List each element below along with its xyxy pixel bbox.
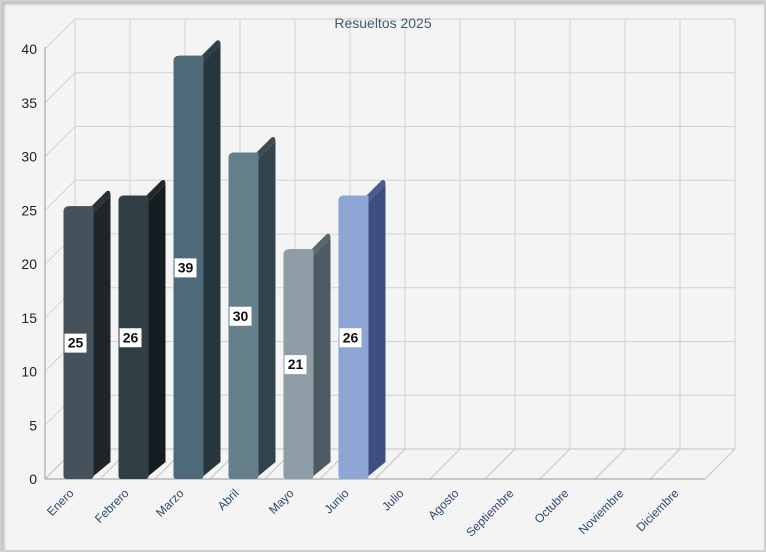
bar-side (313, 238, 331, 476)
x-tick-label: Diciembre (634, 486, 682, 534)
y-tick-label: 40 (21, 41, 37, 57)
bar-value-box (64, 333, 87, 353)
bar-value-box (284, 355, 307, 375)
gridline-y-side (44, 18, 76, 50)
bar-value-label: 26 (123, 329, 139, 345)
x-tick-label: Julio (379, 486, 407, 514)
gridline-y-side (44, 179, 76, 211)
y-tick-label: 5 (29, 417, 37, 433)
gridline-y-side (44, 126, 76, 157)
gridline-y-side (44, 72, 76, 104)
bar-value-box (119, 328, 142, 348)
bar-value-label: 39 (178, 259, 194, 275)
bar-layer (63, 40, 386, 479)
x-tick-label: Abril (215, 486, 242, 513)
y-tick-label: 25 (21, 202, 37, 218)
x-tick-label: Enero (44, 486, 77, 519)
floor-line (704, 448, 736, 480)
bar-side (148, 184, 166, 476)
bar-value-label: 25 (68, 335, 84, 351)
x-tick-label: Marzo (153, 486, 187, 520)
y-tick-label: 0 (29, 471, 37, 487)
bar-value-label: 26 (343, 329, 359, 345)
x-tick-label: Mayo (266, 486, 297, 517)
floor-line (649, 448, 681, 480)
x-tick-label: Octubre (532, 486, 572, 526)
x-tick-label: Agosto (425, 486, 462, 523)
bar-value-box (339, 328, 362, 348)
bar-value-box (174, 258, 197, 278)
bar-side (258, 141, 276, 476)
floor-line (484, 448, 516, 480)
floor-line (594, 448, 626, 480)
y-tick-label: 15 (21, 310, 37, 326)
bar-value-label: 21 (288, 356, 304, 372)
y-tick-label: 20 (21, 256, 37, 272)
x-tick-label: Noviembre (576, 486, 627, 537)
bar-value-box (229, 306, 252, 326)
floor-line (429, 448, 461, 480)
y-tick-label: 35 (21, 95, 37, 111)
bar-value-label: 30 (233, 308, 249, 324)
x-tick-label: Febrero (92, 486, 132, 526)
bar-side (203, 44, 221, 476)
bar-side (93, 195, 111, 476)
x-tick-label: Septiembre (463, 486, 517, 540)
y-tick-label: 30 (21, 149, 37, 165)
floor-line (539, 448, 571, 480)
chart-title: Resueltos 2025 (334, 15, 432, 31)
floor-line (374, 448, 406, 480)
x-tick-label: Junio (321, 486, 351, 516)
y-tick-label: 10 (21, 364, 37, 380)
bar-side (368, 184, 386, 476)
